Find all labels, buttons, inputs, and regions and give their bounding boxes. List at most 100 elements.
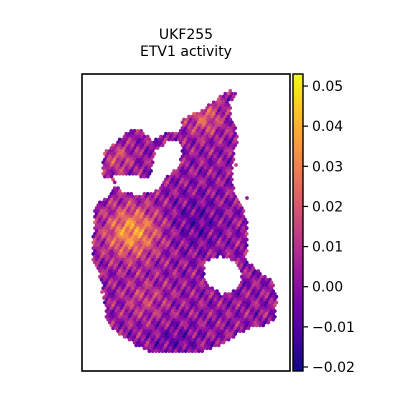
tissue-spot (155, 346, 160, 351)
tissue-spot (251, 317, 256, 322)
tissue-spot (126, 220, 130, 225)
tissue-spot (228, 174, 233, 179)
tissue-spot (218, 334, 223, 339)
tissue-spot (188, 340, 193, 345)
tissue-spot (203, 200, 208, 205)
tissue-spot (112, 277, 117, 282)
tissue-spot (187, 332, 191, 336)
tissue-spot (164, 177, 168, 182)
tissue-spot (208, 306, 213, 311)
tissue-spot (144, 297, 148, 302)
tissue-spot (258, 283, 262, 288)
tissue-spot (112, 283, 117, 288)
tissue-spot (213, 114, 218, 119)
tissue-spot (213, 154, 218, 159)
tissue-spot (220, 252, 224, 256)
tissue-spot (150, 143, 155, 148)
tissue-spot (205, 151, 209, 156)
tissue-spot (126, 134, 130, 139)
tissue-spot (142, 232, 147, 236)
tissue-spot (155, 249, 160, 253)
tissue-spot (215, 254, 219, 259)
tissue-spot (112, 146, 117, 150)
tissue-spot (150, 229, 155, 233)
tissue-spot (145, 340, 150, 345)
tissue-spot (218, 340, 223, 345)
tissue-spot (213, 343, 218, 348)
tissue-spot (208, 249, 213, 253)
tissue-spot (106, 169, 110, 173)
tissue-spot (117, 257, 122, 262)
tissue-spot (144, 223, 148, 228)
tissue-spot (220, 109, 224, 113)
tissue-spot (93, 226, 97, 230)
tissue-spot (225, 174, 229, 179)
tissue-spot (178, 140, 183, 145)
tissue-spot (124, 200, 129, 205)
tissue-spot (134, 137, 139, 142)
tissue-spot (121, 286, 125, 291)
tissue-spot (220, 332, 224, 336)
tissue-spot (112, 317, 117, 322)
tissue-spot (112, 306, 117, 311)
tissue-spot (162, 197, 167, 202)
tissue-spot (183, 189, 188, 193)
tissue-spot (238, 283, 242, 288)
tissue-spot (241, 306, 246, 311)
tissue-spot (238, 214, 242, 219)
tissue-spot (150, 149, 155, 153)
tissue-spot (195, 323, 200, 328)
tissue-spot (91, 234, 96, 239)
tissue-spot (136, 272, 140, 276)
tissue-spot (188, 117, 193, 122)
tissue-spot (178, 340, 183, 345)
tissue-spot (124, 332, 129, 336)
tissue-spot (188, 134, 193, 139)
tissue-spot (155, 191, 160, 196)
tissue-spot (202, 214, 206, 219)
tissue-spot (162, 277, 167, 282)
tissue-spot (221, 317, 226, 322)
tissue-spot (124, 314, 129, 319)
tissue-spot (182, 191, 186, 196)
tissue-spot (215, 203, 219, 208)
tissue-spot (197, 314, 201, 319)
tissue-spot (132, 340, 137, 345)
tissue-spot (215, 209, 219, 213)
tissue-spot (202, 300, 206, 305)
tissue-spot (216, 137, 221, 142)
tissue-spot (233, 303, 238, 308)
tissue-spot (169, 277, 173, 282)
tissue-spot (203, 229, 208, 233)
tissue-spot (228, 300, 233, 305)
tissue-spot (187, 280, 191, 285)
tissue-spot (172, 340, 176, 345)
tissue-spot (170, 131, 175, 136)
tissue-spot (164, 229, 168, 233)
tissue-spot (131, 223, 135, 228)
tissue-spot (129, 169, 134, 173)
tissue-spot (210, 114, 214, 119)
tissue-spot (231, 151, 236, 156)
tissue-spot (122, 249, 127, 253)
tissue-spot (126, 151, 130, 156)
tissue-spot (116, 294, 120, 299)
tissue-spot (104, 234, 109, 239)
tissue-spot (145, 237, 150, 242)
tissue-spot (106, 157, 110, 162)
tissue-spot (124, 326, 129, 331)
tissue-spot (147, 292, 152, 296)
tissue-spot (139, 163, 143, 168)
tissue-spot (195, 146, 200, 150)
tissue-spot (137, 263, 142, 268)
tissue-spot (183, 280, 188, 285)
tissue-spot (164, 349, 168, 353)
tissue-spot (144, 314, 148, 319)
tissue-spot (122, 329, 127, 333)
tissue-spot (159, 249, 163, 253)
tissue-spot (173, 263, 178, 268)
tissue-spot (140, 234, 145, 239)
tissue-spot (167, 206, 172, 210)
tissue-spot (107, 297, 112, 302)
